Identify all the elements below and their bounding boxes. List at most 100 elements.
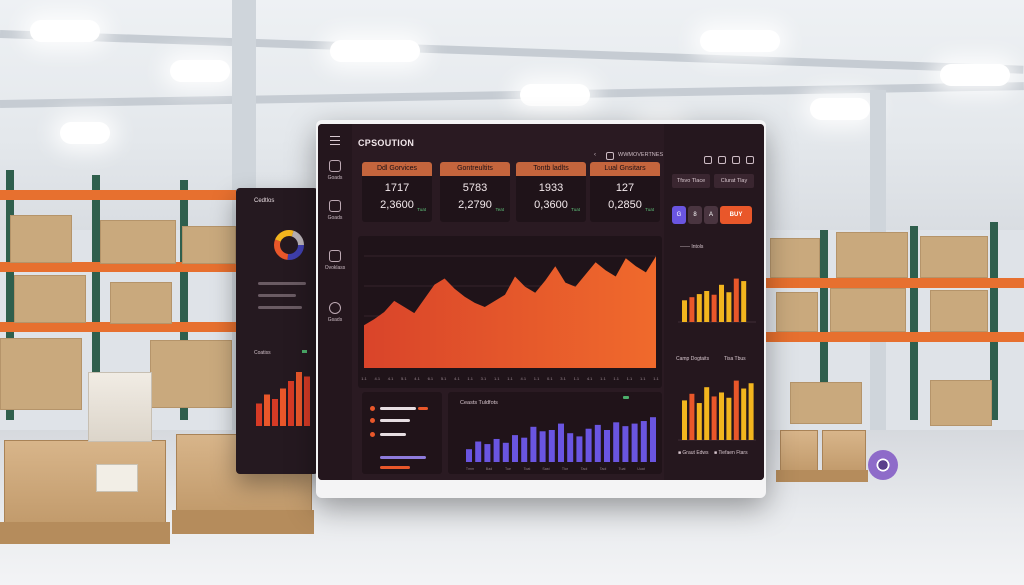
gold-bar xyxy=(733,380,739,440)
status-dot xyxy=(370,432,375,437)
grid-icon[interactable] xyxy=(718,156,726,164)
progress-line xyxy=(258,306,302,309)
sidebar-item[interactable]: Goads xyxy=(318,160,352,181)
kpi-card[interactable]: Tontb ladlts 1933 0,3600 Tuat xyxy=(516,162,586,222)
x-tick-label: 1.1 xyxy=(361,376,367,381)
pallet xyxy=(776,470,868,482)
x-tick-label: 6.1 xyxy=(428,376,434,381)
collapse-icon[interactable]: ‹ xyxy=(594,152,596,158)
shelf-beam xyxy=(0,322,236,332)
wrapped-package xyxy=(88,372,152,442)
kpi-secondary-value: 0,3600 xyxy=(534,199,568,211)
panel-label: —— Intols xyxy=(680,244,704,250)
gold-bar xyxy=(682,300,687,322)
kpi-card[interactable]: Ddl Gorvices 1717 2,3600 Tuat xyxy=(362,162,432,222)
menu-icon[interactable] xyxy=(330,136,340,145)
purple-bar xyxy=(594,424,601,462)
kpi-card[interactable]: Lual Gnsitars 127 0,2850 Tuat xyxy=(590,162,660,222)
pallet-box xyxy=(4,440,166,524)
gold-bar xyxy=(689,393,695,440)
x-tick-label: Tue xyxy=(505,467,511,471)
purple-bar xyxy=(567,433,574,462)
status-dot xyxy=(370,418,375,423)
purple-bar xyxy=(512,435,518,462)
cardboard-box xyxy=(790,382,862,424)
x-tick-label: 4.1 xyxy=(388,376,394,381)
x-tick-label: 5.1 xyxy=(401,376,407,381)
small-box xyxy=(822,430,866,472)
gold-bar xyxy=(748,383,754,440)
x-tick-label: 0.1 xyxy=(547,376,553,381)
bell-icon[interactable] xyxy=(606,152,614,160)
progress-bar xyxy=(380,456,426,459)
purple-bar xyxy=(558,423,564,462)
tablet-bar xyxy=(256,403,262,426)
kpi-label: Tontb ladlts xyxy=(516,162,586,176)
kpi-card[interactable]: Gontreultits 5783 2,2790 Teat xyxy=(440,162,510,222)
kpi-tag: Tuat xyxy=(645,207,654,212)
gold-bar xyxy=(719,284,724,322)
purple-bar xyxy=(622,426,629,462)
kpi-secondary-value: 2,2790 xyxy=(458,199,492,211)
x-tick-label: Sast xyxy=(542,467,549,471)
kpi-value: 1717 xyxy=(384,182,410,194)
gold-bar xyxy=(726,292,732,322)
cardboard-box xyxy=(830,288,906,332)
buy-button[interactable]: BUY xyxy=(720,206,752,224)
purple-bar xyxy=(539,431,546,462)
pill-toggle[interactable]: A xyxy=(704,206,718,224)
filter-icon[interactable] xyxy=(704,156,712,164)
pill-toggle[interactable]: G xyxy=(672,206,686,224)
progress-bar xyxy=(380,407,416,410)
legend-item: ■ Tiefaen Ftars xyxy=(714,450,748,456)
pill-toggle[interactable]: 8 xyxy=(688,206,702,224)
cardboard-box xyxy=(10,215,72,263)
shelf-upright xyxy=(180,180,188,420)
panel-title: Ceasts Tuldfots xyxy=(460,400,498,406)
user-icon[interactable] xyxy=(746,156,754,164)
gold-bar xyxy=(726,397,732,440)
cardboard-box xyxy=(0,338,82,410)
x-tick-label: 1.1 xyxy=(494,376,500,381)
small-box xyxy=(780,430,818,472)
range-button[interactable]: Tfsvo Tlace xyxy=(672,174,710,188)
x-tick-label: 1.1 xyxy=(613,376,619,381)
x-tick-label: 1.1 xyxy=(534,376,540,381)
ceiling-light xyxy=(700,30,780,52)
x-tick-label: 1.1 xyxy=(507,376,513,381)
sidebar-item[interactable]: Gsads xyxy=(318,302,352,323)
lock-icon[interactable] xyxy=(732,156,740,164)
gold-bar xyxy=(704,291,710,322)
gold-bar-chart xyxy=(678,380,756,441)
area-series xyxy=(364,256,656,368)
x-tick-label: 3.1 xyxy=(481,376,487,381)
ceiling-light xyxy=(810,98,870,120)
tablet-label: Coatiss xyxy=(254,350,271,356)
settings-icon xyxy=(329,302,341,314)
area-chart: 1.1 4.1 4.1 5.1 4.1 6.1 5.1 4.1 1.1 3.1 1.1 1.1 4.1 1… xyxy=(361,255,660,381)
shelf-upright xyxy=(6,170,14,420)
gold-bar xyxy=(741,281,747,322)
purple-bar xyxy=(484,444,491,462)
purple-bar xyxy=(548,430,555,462)
range-button[interactable]: Clurat Tlay xyxy=(714,174,754,188)
shelf-beam xyxy=(0,262,236,272)
shelf-upright xyxy=(990,222,998,420)
ceiling-light xyxy=(940,64,1010,86)
ceiling-light xyxy=(520,84,590,106)
sidebar-item[interactable]: Goads xyxy=(318,200,352,221)
x-tick-label: 5.1 xyxy=(441,376,447,381)
sidebar: Goads Goads Ovoklass Gsads xyxy=(318,124,352,480)
purple-bar xyxy=(493,438,500,462)
sidebar-item[interactable]: Ovoklass xyxy=(318,250,352,271)
kpi-value: 127 xyxy=(615,182,635,194)
top-right-menu[interactable]: WWMOVERTNES xyxy=(618,152,664,158)
gold-bar xyxy=(689,297,695,322)
kpi-secondary-value: 0,2850 xyxy=(608,199,642,211)
gold-bar xyxy=(682,400,687,440)
gold-bar xyxy=(696,403,702,440)
x-tick-label: Taol xyxy=(581,467,588,471)
tape-reel xyxy=(868,450,898,480)
x-tick-label: 1.1 xyxy=(640,376,646,381)
progress-bar-fill xyxy=(418,407,428,410)
